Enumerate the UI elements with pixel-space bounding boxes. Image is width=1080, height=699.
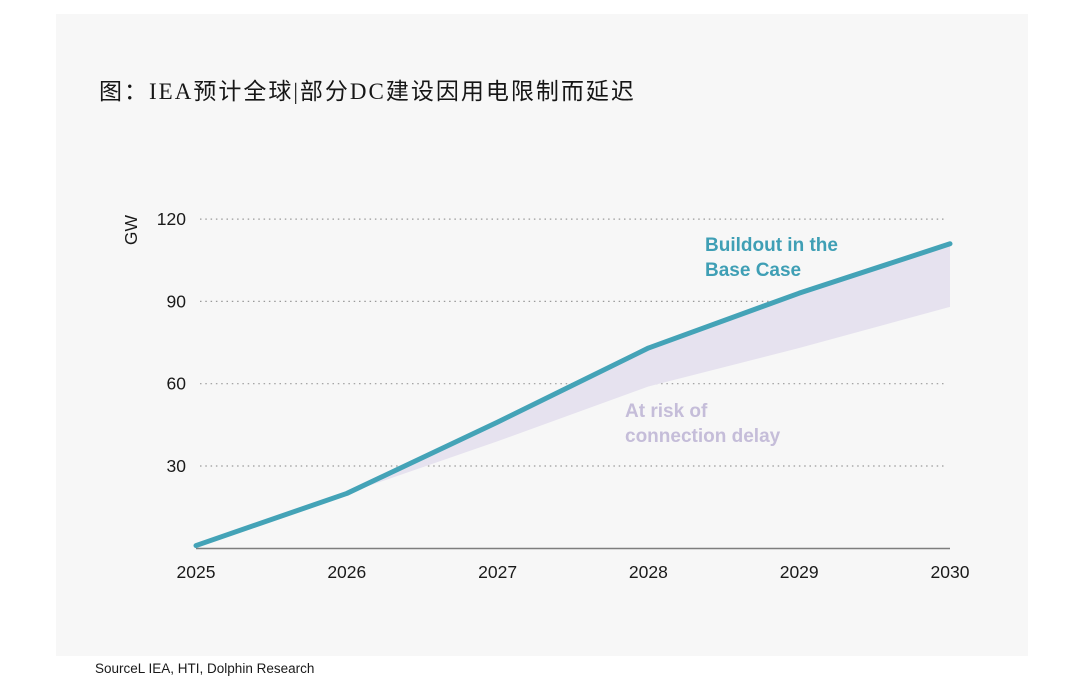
y-tick-label-60: 60 — [167, 374, 187, 394]
y-tick-label-30: 30 — [167, 456, 187, 476]
at-risk-area — [346, 243, 950, 494]
x-tick-label-2025: 2025 — [177, 562, 216, 582]
x-tick-label-2030: 2030 — [931, 562, 970, 582]
y-tick-label-120: 120 — [157, 209, 186, 229]
base-case-line — [193, 241, 953, 549]
source-note: SourceL IEA, HTI, Dolphin Research — [95, 661, 315, 676]
x-tick-label-2027: 2027 — [478, 562, 517, 582]
at-risk-band-label: At risk of connection delay — [625, 401, 781, 447]
x-tick-label-2028: 2028 — [629, 562, 668, 582]
x-tick-label-2026: 2026 — [327, 562, 366, 582]
chart-title: 图：IEA预计全球|部分DC建设因用电限制而延迟 — [99, 79, 636, 104]
base-case-series-label: Buildout in the Base Case — [705, 235, 838, 281]
x-tick-label-2029: 2029 — [780, 562, 819, 582]
y-tick-label-90: 90 — [167, 291, 187, 311]
y-axis-unit-label: GW — [121, 214, 141, 245]
